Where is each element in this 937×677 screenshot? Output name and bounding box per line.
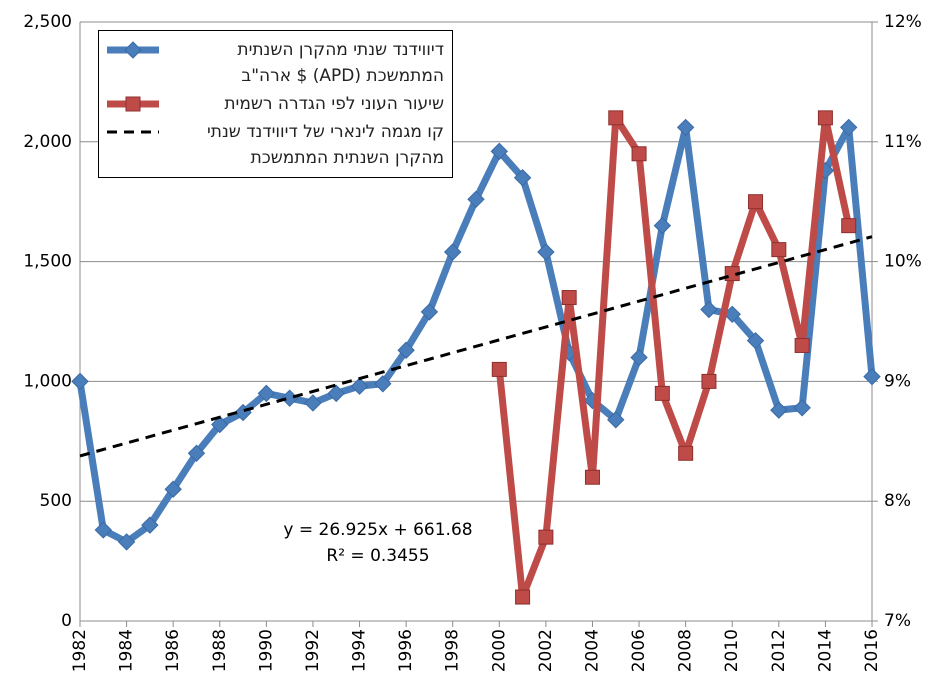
point (327, 384, 345, 403)
legend-entry: קו מגמה לינארי של דיווידנד שנתי מהקרן הש… (99, 119, 452, 171)
x-tick-label: 1984 (117, 629, 137, 672)
annotation: y = 26.925x + 661.68 (283, 520, 472, 540)
x-tick-label: 2000 (489, 629, 509, 672)
point (443, 243, 462, 261)
y2-tick-label: 11% (884, 132, 922, 152)
point (125, 96, 141, 112)
point (630, 348, 648, 367)
point (654, 385, 670, 401)
x-tick-label: 1998 (443, 629, 463, 672)
point (350, 377, 369, 395)
point (537, 243, 555, 261)
x-tick-label: 1990 (256, 629, 276, 672)
y2-tick-label: 8% (884, 491, 911, 511)
x-tick-label: 2014 (815, 629, 835, 672)
x-tick-label: 1992 (303, 629, 323, 672)
legend-label: דיווידנד שנתי מהקרן השנתית המתמשכת (APD)… (237, 40, 444, 86)
legend-entry: דיווידנד שנתי מהקרן השנתית המתמשכת (APD)… (99, 37, 452, 89)
legend-swatch (107, 41, 159, 59)
point (794, 337, 810, 353)
annotation: R² = 0.3455 (326, 546, 429, 566)
point (467, 190, 485, 209)
point (304, 394, 322, 412)
x-tick-label: 2016 (862, 629, 882, 672)
x-tick-label: 1986 (163, 629, 183, 672)
point (678, 445, 694, 461)
x-tick-label: 2002 (536, 629, 556, 672)
y-tick-label: 1,500 (23, 252, 72, 272)
point (257, 384, 276, 403)
point (538, 529, 554, 545)
point (746, 331, 765, 350)
point (700, 300, 718, 319)
point (607, 411, 625, 429)
x-tick-label: 2010 (722, 629, 742, 672)
y2-tick-label: 10% (884, 252, 922, 272)
point (701, 373, 717, 389)
point (793, 399, 811, 417)
point (770, 401, 788, 419)
trend-line (79, 235, 873, 458)
point (839, 118, 858, 137)
point (164, 480, 182, 498)
y2-tick-label: 12% (884, 12, 922, 32)
point (71, 372, 89, 391)
point (490, 142, 509, 161)
legend-label: קו מגמה לינארי של דיווידנד שנתי מהקרן הש… (207, 122, 444, 168)
x-tick-label: 2012 (769, 629, 789, 672)
point (513, 169, 532, 187)
x-tick-label: 2004 (582, 629, 602, 672)
point (397, 341, 415, 359)
point (374, 375, 392, 393)
x-tick-label: 1996 (396, 629, 416, 672)
legend-entry: שיעור העוני לפי הגדרה רשמית (99, 91, 452, 117)
x-tick-label: 2008 (676, 629, 696, 672)
y2-tick-label: 7% (884, 611, 911, 631)
point (631, 146, 647, 162)
point (771, 242, 787, 258)
point (608, 110, 624, 126)
point (94, 521, 113, 539)
y2-tick-label: 9% (884, 371, 911, 391)
point (124, 41, 142, 59)
point (584, 469, 600, 485)
y-tick-label: 1,000 (23, 371, 72, 391)
point (211, 415, 229, 434)
y-tick-label: 2,000 (23, 132, 72, 152)
point (141, 516, 159, 534)
x-tick-label: 1994 (350, 629, 370, 672)
point (841, 218, 857, 234)
series-line (495, 114, 853, 601)
point (817, 110, 833, 126)
x-tick-label: 2006 (629, 629, 649, 672)
point (491, 361, 507, 377)
point (561, 290, 577, 306)
y-tick-label: 500 (40, 491, 72, 511)
legend: דיווידנד שנתי מהקרן השנתית המתמשכת (APD)… (98, 30, 453, 178)
legend-swatch (107, 96, 159, 112)
legend-swatch (107, 130, 159, 134)
point (676, 118, 695, 137)
point (653, 216, 672, 235)
x-tick-label: 1988 (210, 629, 230, 672)
point (187, 444, 206, 462)
x-tick-label: 1982 (70, 629, 90, 672)
y-tick-label: 0 (61, 611, 72, 631)
point (748, 194, 764, 210)
point (515, 589, 531, 605)
point (863, 367, 881, 386)
y-tick-label: 2,500 (23, 12, 72, 32)
legend-label: שיעור העוני לפי הגדרה רשמית (224, 94, 444, 114)
point (420, 303, 439, 321)
point (117, 533, 136, 551)
